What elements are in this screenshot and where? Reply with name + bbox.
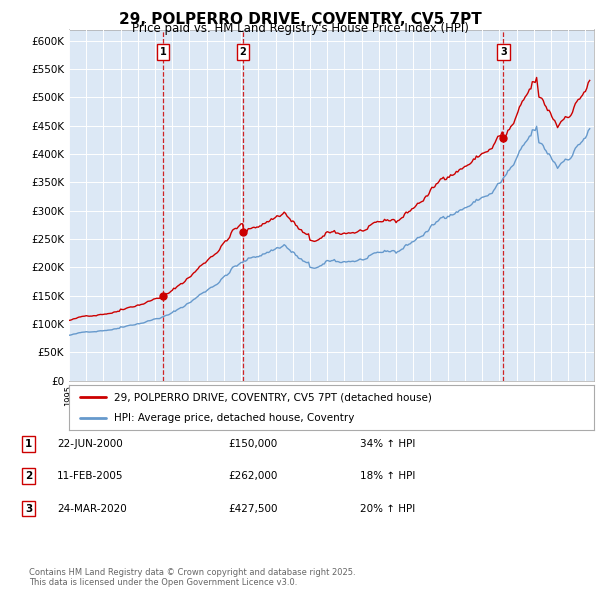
Text: 3: 3 — [25, 504, 32, 513]
Text: 1: 1 — [25, 439, 32, 448]
Text: 1: 1 — [160, 47, 167, 57]
Text: £262,000: £262,000 — [228, 471, 277, 481]
Text: 2: 2 — [25, 471, 32, 481]
Text: 24-MAR-2020: 24-MAR-2020 — [57, 504, 127, 513]
Text: Contains HM Land Registry data © Crown copyright and database right 2025.
This d: Contains HM Land Registry data © Crown c… — [29, 568, 355, 587]
Text: 29, POLPERRO DRIVE, COVENTRY, CV5 7PT (detached house): 29, POLPERRO DRIVE, COVENTRY, CV5 7PT (d… — [113, 392, 431, 402]
Text: £427,500: £427,500 — [228, 504, 277, 513]
Text: 3: 3 — [500, 47, 506, 57]
Text: 34% ↑ HPI: 34% ↑ HPI — [360, 439, 415, 448]
Text: 29, POLPERRO DRIVE, COVENTRY, CV5 7PT: 29, POLPERRO DRIVE, COVENTRY, CV5 7PT — [119, 12, 481, 27]
Text: 18% ↑ HPI: 18% ↑ HPI — [360, 471, 415, 481]
Text: 22-JUN-2000: 22-JUN-2000 — [57, 439, 123, 448]
Text: HPI: Average price, detached house, Coventry: HPI: Average price, detached house, Cove… — [113, 412, 354, 422]
Text: 11-FEB-2005: 11-FEB-2005 — [57, 471, 124, 481]
Text: £150,000: £150,000 — [228, 439, 277, 448]
Text: 2: 2 — [239, 47, 247, 57]
Text: Price paid vs. HM Land Registry's House Price Index (HPI): Price paid vs. HM Land Registry's House … — [131, 22, 469, 35]
Text: 20% ↑ HPI: 20% ↑ HPI — [360, 504, 415, 513]
